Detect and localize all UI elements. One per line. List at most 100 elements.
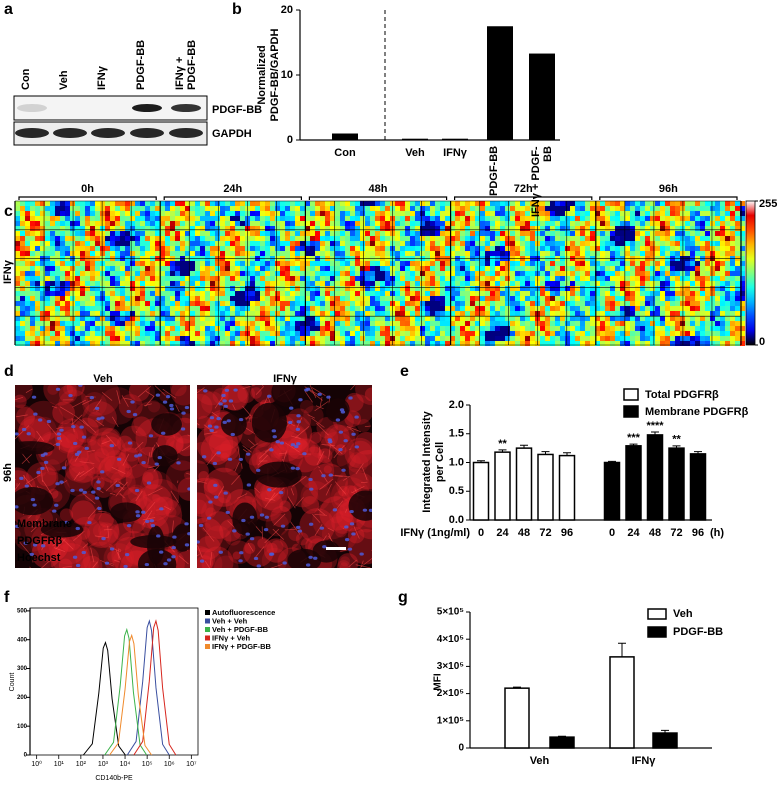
heatmap-cell: [395, 291, 400, 296]
heatmap-cell: [25, 276, 30, 281]
heatmap-cell: [175, 321, 180, 326]
heatmap-cell: [210, 291, 215, 296]
nucleus: [40, 466, 45, 470]
heatmap-cell: [610, 241, 615, 246]
heatmap-cell: [75, 206, 80, 211]
heatmap-cell: [375, 266, 380, 271]
heatmap-cell: [395, 251, 400, 256]
heatmap-cell: [100, 251, 105, 256]
heatmap-cell: [365, 216, 370, 221]
heatmap-cell: [695, 286, 700, 291]
heatmap-cell: [660, 331, 665, 336]
heatmap-cell: [40, 306, 45, 311]
heatmap-cell: [120, 316, 125, 321]
heatmap-cell: [345, 246, 350, 251]
heatmap-cell: [615, 301, 620, 306]
heatmap-cell: [25, 271, 30, 276]
heatmap-cell: [55, 306, 60, 311]
heatmap-cell: [415, 261, 420, 266]
heatmap-cell: [250, 251, 255, 256]
heatmap-cell: [665, 286, 670, 291]
heatmap-cell: [490, 276, 495, 281]
heatmap-cell: [580, 261, 585, 266]
heatmap-cell: [120, 266, 125, 271]
heatmap-cell: [275, 311, 280, 316]
heatmap-cell: [255, 266, 260, 271]
cell-signal: [64, 463, 94, 492]
fiber: [116, 390, 121, 404]
heatmap-cell: [275, 226, 280, 231]
heatmap-cell: [395, 286, 400, 291]
heatmap-cell: [530, 206, 535, 211]
heatmap-cell: [160, 331, 165, 336]
heatmap-cell: [620, 236, 625, 241]
heatmap-cell: [145, 336, 150, 341]
heatmap-cell: [95, 216, 100, 221]
heatmap-cell: [560, 311, 565, 316]
heatmap-cell: [55, 266, 60, 271]
heatmap-cell: [30, 291, 35, 296]
heatmap-cell: [665, 211, 670, 216]
heatmap-cell: [580, 206, 585, 211]
heatmap-cell: [145, 276, 150, 281]
nucleus: [165, 394, 171, 399]
heatmap-cell: [295, 326, 300, 331]
heatmap-cell: [255, 326, 260, 331]
heatmap-cell: [235, 336, 240, 341]
heatmap-cell: [235, 231, 240, 236]
heatmap-cell: [115, 251, 120, 256]
heatmap-cell: [440, 311, 445, 316]
heatmap-cell: [270, 331, 275, 336]
heatmap-cell: [590, 276, 595, 281]
heatmap-cell: [175, 241, 180, 246]
heatmap-cell: [65, 246, 70, 251]
heatmap-cell: [230, 321, 235, 326]
heatmap-cell: [145, 236, 150, 241]
cell-signal: [154, 496, 175, 517]
heatmap-cell: [645, 331, 650, 336]
heatmap-cell: [455, 261, 460, 266]
heatmap-cell: [650, 216, 655, 221]
heatmap-cell: [425, 231, 430, 236]
heatmap-cell: [370, 326, 375, 331]
cell-signal: [197, 415, 212, 431]
heatmap-cell: [365, 301, 370, 306]
heatmap-cell: [545, 211, 550, 216]
heatmap-cell: [145, 241, 150, 246]
heatmap-cell: [410, 251, 415, 256]
heatmap-cell: [650, 271, 655, 276]
heatmap-cell: [450, 316, 455, 321]
fiber: [249, 443, 258, 449]
heatmap-cell: [260, 246, 265, 251]
heatmap-cell: [475, 226, 480, 231]
heatmap-cell: [225, 226, 230, 231]
heatmap-cell: [405, 316, 410, 321]
cell-signal: [177, 477, 190, 501]
heatmap-cell: [470, 341, 475, 346]
heatmap-cell: [625, 301, 630, 306]
heatmap-cell: [230, 286, 235, 291]
heatmap-cell: [195, 336, 200, 341]
heatmap-cell: [420, 316, 425, 321]
heatmap-cell: [675, 261, 680, 266]
heatmap-cell: [675, 231, 680, 236]
heatmap-cell: [415, 291, 420, 296]
heatmap-cell: [35, 231, 40, 236]
heatmap-cell: [110, 321, 115, 326]
heatmap-cell: [125, 321, 130, 326]
heatmap-cell: [140, 281, 145, 286]
heatmap-cell: [735, 241, 740, 246]
heatmap-cell: [510, 231, 515, 236]
heatmap-cell: [635, 316, 640, 321]
heatmap-cell: [60, 236, 65, 241]
heatmap-cell: [265, 231, 270, 236]
heatmap-cell: [675, 321, 680, 326]
heatmap-cell: [100, 301, 105, 306]
cell-signal: [99, 387, 137, 425]
heatmap-cell: [500, 326, 505, 331]
heatmap-cell: [515, 211, 520, 216]
heatmap-cell: [280, 326, 285, 331]
fiber: [113, 559, 120, 563]
heatmap-cell: [555, 251, 560, 256]
heatmap-cell: [80, 261, 85, 266]
